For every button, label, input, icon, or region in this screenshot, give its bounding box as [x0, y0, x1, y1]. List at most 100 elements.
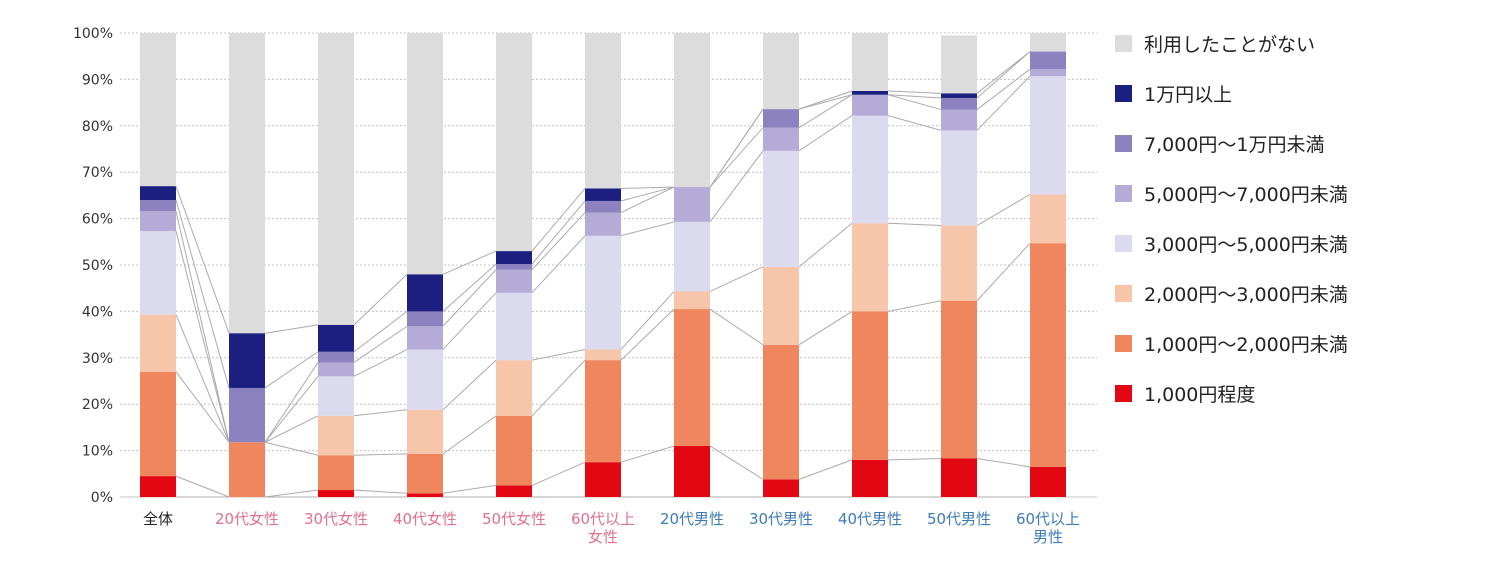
- connector-line: [531, 235, 586, 294]
- bar-segment: [585, 200, 621, 213]
- x-tick-label: 30代男性: [749, 510, 813, 528]
- connector-line: [531, 188, 586, 252]
- bar-segment: [941, 130, 977, 226]
- bar-segment: [763, 266, 799, 345]
- connector-line: [798, 222, 853, 268]
- connector-line: [353, 489, 408, 494]
- connector-line: [709, 150, 764, 223]
- connector-line: [353, 409, 408, 417]
- legend-swatch: [1115, 335, 1132, 352]
- connector-line: [709, 127, 764, 188]
- bar-segment: [407, 409, 443, 454]
- connector-line: [976, 457, 1031, 468]
- bar-segment: [941, 225, 977, 301]
- y-tick-label: 90%: [82, 72, 113, 88]
- bar-segment: [318, 324, 354, 352]
- bar-segment: [941, 458, 977, 497]
- bar-segment: [585, 360, 621, 463]
- bar-segment: [140, 476, 176, 497]
- bar-segment: [941, 97, 977, 110]
- bar-segment: [318, 455, 354, 491]
- bar-segment: [585, 235, 621, 350]
- connector-line: [887, 90, 942, 94]
- connector-line: [531, 359, 586, 417]
- bar-segment: [496, 269, 532, 293]
- bar-segment: [852, 223, 888, 312]
- bar-segment: [318, 415, 354, 456]
- bar-segment: [763, 127, 799, 151]
- bar-segment: [318, 490, 354, 497]
- bar-segment: [674, 291, 710, 310]
- y-tick-label: 50%: [82, 258, 113, 274]
- y-tick-label: 10%: [82, 444, 113, 460]
- connector-line: [175, 231, 230, 443]
- y-tick-label: 100%: [73, 26, 113, 42]
- x-tick-label: 60代以上: [571, 510, 635, 528]
- connector-line: [798, 94, 853, 129]
- bar-segment: [140, 231, 176, 315]
- bar-segment: [852, 459, 888, 497]
- y-tick-label: 80%: [82, 119, 113, 135]
- y-tick-label: 30%: [82, 351, 113, 367]
- x-tick-label: 60代以上: [1016, 510, 1080, 528]
- connector-line: [531, 348, 586, 361]
- legend-label: 2,000円～3,000円未満: [1144, 284, 1348, 306]
- connector-line: [442, 263, 497, 312]
- connector-line: [620, 308, 675, 361]
- bar-segment: [674, 309, 710, 446]
- bar-segment: [1030, 69, 1066, 77]
- legend-label: 利用したことがない: [1144, 34, 1315, 56]
- bar-segment: [318, 362, 354, 377]
- x-tick-label: 50代女性: [482, 510, 546, 528]
- bar-segment: [496, 415, 532, 486]
- connector-line: [175, 185, 230, 334]
- bar-segment: [852, 91, 888, 95]
- connector-line: [620, 221, 675, 237]
- bar-segment: [674, 445, 710, 497]
- x-tick-label: 20代男性: [660, 510, 724, 528]
- connector-line: [175, 314, 230, 443]
- x-tick-label: 50代男性: [927, 510, 991, 528]
- connector-line: [887, 457, 942, 461]
- x-tick-label: 40代女性: [393, 510, 457, 528]
- connector-line: [887, 300, 942, 312]
- bar-segment: [1030, 194, 1066, 244]
- bar-segment: [585, 33, 621, 189]
- bar-segment: [407, 349, 443, 410]
- connector-line: [976, 242, 1031, 302]
- bar-segment: [941, 35, 977, 94]
- connector-line: [264, 489, 319, 498]
- bar-segment: [585, 462, 621, 497]
- bar-segment: [229, 442, 265, 497]
- bar-segment: [941, 300, 977, 459]
- bar-segment: [763, 479, 799, 497]
- connector-line: [620, 186, 675, 202]
- connector-line: [887, 222, 942, 227]
- legend-swatch: [1115, 235, 1132, 252]
- y-tick-label: 20%: [82, 397, 113, 413]
- x-tick-label: 女性: [588, 528, 618, 546]
- bar-segment: [140, 211, 176, 232]
- connector-line: [531, 212, 586, 270]
- bar-segment: [852, 33, 888, 91]
- bar-segment: [140, 314, 176, 372]
- connector-line: [887, 115, 942, 131]
- bar-segment: [407, 274, 443, 312]
- bar-segment: [585, 188, 621, 201]
- legend-swatch: [1115, 185, 1132, 202]
- connector-line: [353, 325, 408, 363]
- connector-line: [709, 266, 764, 292]
- x-tick-label: 男性: [1033, 528, 1063, 546]
- bar-segment: [229, 387, 265, 443]
- bar-segment: [407, 453, 443, 494]
- y-tick-label: 40%: [82, 304, 113, 320]
- connector-line: [620, 291, 675, 350]
- bar-segment: [1030, 51, 1066, 70]
- bar-segment: [496, 264, 532, 270]
- bar-segment: [763, 33, 799, 110]
- bar-segment: [496, 251, 532, 265]
- connector-line: [620, 445, 675, 463]
- bar-segment: [763, 150, 799, 267]
